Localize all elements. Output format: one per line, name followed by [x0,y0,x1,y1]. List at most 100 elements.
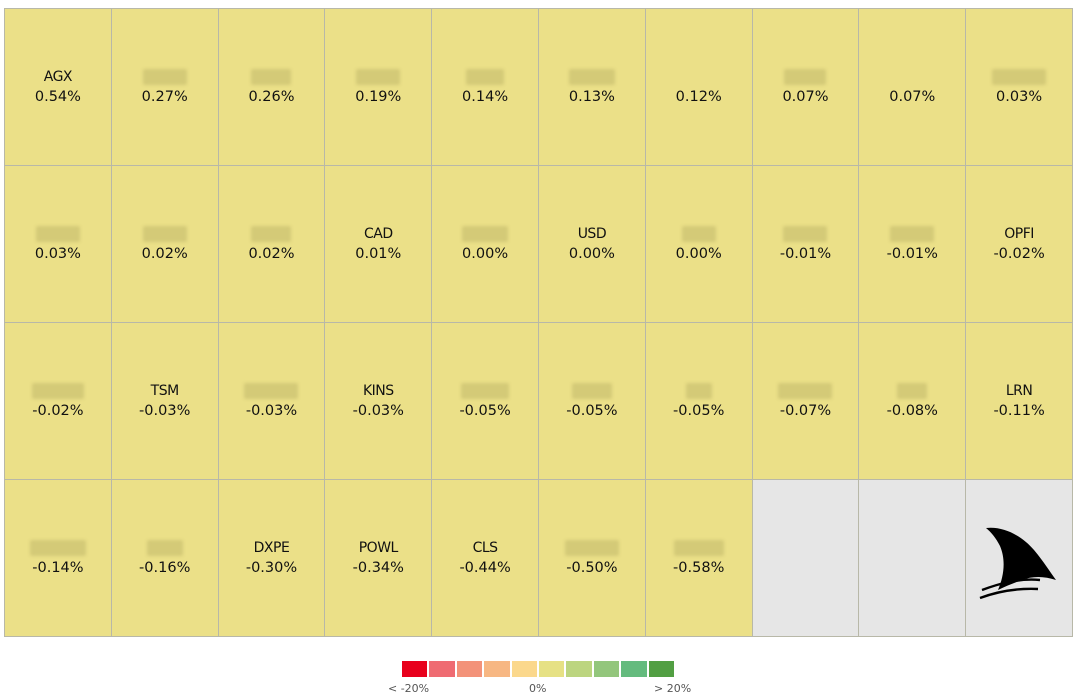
tile-symbol: CAD [363,226,393,242]
tile-change: 0.00% [675,246,722,262]
heatmap-tile[interactable]: -0.02% [5,323,112,480]
heatmap-tile[interactable]: 0.00% [432,166,539,323]
heatmap-tile[interactable]: -0.58% [645,480,753,637]
heatmap-tile[interactable]: CAD 0.01% [325,166,433,323]
tile-change: -0.11% [993,403,1045,419]
tile-change: 0.54% [34,89,81,105]
heatmap-tile[interactable]: LRN -0.11% [966,323,1073,480]
tile-symbol-redacted [146,540,183,556]
heatmap-tile[interactable]: -0.01% [859,166,967,323]
legend-swatch [428,660,456,678]
tile-symbol: DXPE [253,540,290,556]
tile-change: 0.12% [675,89,722,105]
empty-tile [859,480,967,637]
heatmap-tile[interactable]: POWL -0.34% [325,480,433,637]
tile-change: -0.01% [779,246,832,262]
heatmap-tile[interactable]: -0.05% [645,323,753,480]
tile-symbol-redacted [571,383,612,399]
tile-symbol-redacted [35,226,80,242]
tile-symbol: TSM [150,383,180,399]
legend-swatch [647,660,675,678]
heatmap-tile[interactable]: 0.00% [645,166,753,323]
tile-change: -0.03% [245,403,298,419]
heatmap-tile[interactable]: OPFI -0.02% [966,166,1073,323]
heatmap-tile[interactable]: 0.03% [966,9,1073,166]
heatmap-tile[interactable]: 0.27% [111,9,219,166]
tile-symbol-redacted [673,540,724,556]
tile-symbol: USD [577,226,607,242]
heatmap-tile[interactable]: -0.14% [5,480,112,637]
tile-symbol: KINS [362,383,394,399]
tile-symbol: CLS [472,540,498,556]
legend-swatch [483,660,511,678]
heatmap-tile[interactable]: 0.02% [111,166,219,323]
heatmap-tile[interactable]: -0.05% [432,323,539,480]
tile-symbol-redacted [462,226,509,242]
tile-symbol-redacted [681,226,716,242]
heatmap-tile[interactable]: 0.26% [218,9,326,166]
heatmap-tile[interactable]: TSM -0.03% [111,323,219,480]
heatmap-tile[interactable]: AGX 0.54% [5,9,112,166]
tile-change: 0.07% [782,89,829,105]
tile-change: -0.05% [566,403,618,419]
heatmap-tile[interactable]: -0.08% [859,323,967,480]
heatmap-tile[interactable]: 0.07% [859,9,967,166]
heatmap-tile[interactable]: USD 0.00% [539,166,646,323]
heatmap-tile[interactable]: -0.16% [111,480,219,637]
tile-symbol: LRN [1005,383,1033,399]
tile-change: 0.03% [996,89,1043,105]
heatmap-tile[interactable]: 0.07% [752,9,860,166]
heatmap-tile[interactable]: -0.03% [218,323,326,480]
legend-swatch [510,660,538,678]
legend-low-label: < -20% [388,682,430,695]
tile-change: 0.07% [889,89,936,105]
heatmap-tile[interactable]: -0.07% [752,323,860,480]
heatmap-tile[interactable]: 0.02% [218,166,326,323]
tile-symbol-redacted [142,69,187,85]
heatmap-tile[interactable]: DXPE -0.30% [218,480,326,637]
tile-change: -0.01% [886,246,938,262]
tile-change: -0.03% [139,403,191,419]
tile-change: 0.03% [34,246,81,262]
tile-change: -0.30% [245,560,298,576]
tile-change: 0.00% [462,246,509,262]
heatmap-tile[interactable]: -0.01% [752,166,860,323]
tile-symbol-redacted [356,69,401,85]
tile-symbol: AGX [43,69,73,85]
heatmap-tile[interactable]: 0.14% [432,9,539,166]
legend-swatch [455,660,484,678]
heatmap-tile[interactable]: 0.12% [645,9,753,166]
heatmap-tile[interactable]: CLS -0.44% [432,480,539,637]
tile-symbol-redacted [251,69,292,85]
tile-change: -0.02% [993,246,1045,262]
tile-symbol-redacted [31,383,84,399]
heatmap-tile[interactable]: KINS -0.03% [325,323,433,480]
legend-swatch [620,660,648,678]
heatmap-tile[interactable]: -0.05% [539,323,646,480]
tile-symbol-redacted [778,383,833,399]
tile-change: 0.19% [355,89,402,105]
heatmap-tile[interactable]: 0.03% [5,166,112,323]
heatmap-tile[interactable]: 0.19% [325,9,433,166]
tile-symbol-redacted [992,69,1047,85]
tile-change: -0.58% [673,560,725,576]
heatmap-grid: AGX 0.54% 0.27% 0.26% 0.19% 0.14% 0.13% 0.12% 0.… [4,8,1073,637]
legend-swatch [592,660,621,678]
tile-change: 0.26% [248,89,295,105]
tile-change: -0.03% [352,403,404,419]
tile-symbol-redacted [244,383,299,399]
heatmap-tile[interactable]: 0.13% [539,9,646,166]
tile-change: -0.08% [886,403,938,419]
tile-change: -0.50% [566,560,618,576]
heatmap-tile[interactable]: -0.50% [539,480,646,637]
tile-change: -0.34% [352,560,404,576]
tile-change: 0.14% [462,89,509,105]
legend-swatch [401,660,429,678]
legend-swatch [565,660,593,678]
tile-symbol-redacted [783,226,828,242]
tile-change: -0.07% [779,403,832,419]
tile-change: -0.05% [459,403,511,419]
tile-change: 0.02% [248,246,295,262]
shark-fin-icon [979,527,1057,600]
tile-symbol-redacted [685,383,712,399]
